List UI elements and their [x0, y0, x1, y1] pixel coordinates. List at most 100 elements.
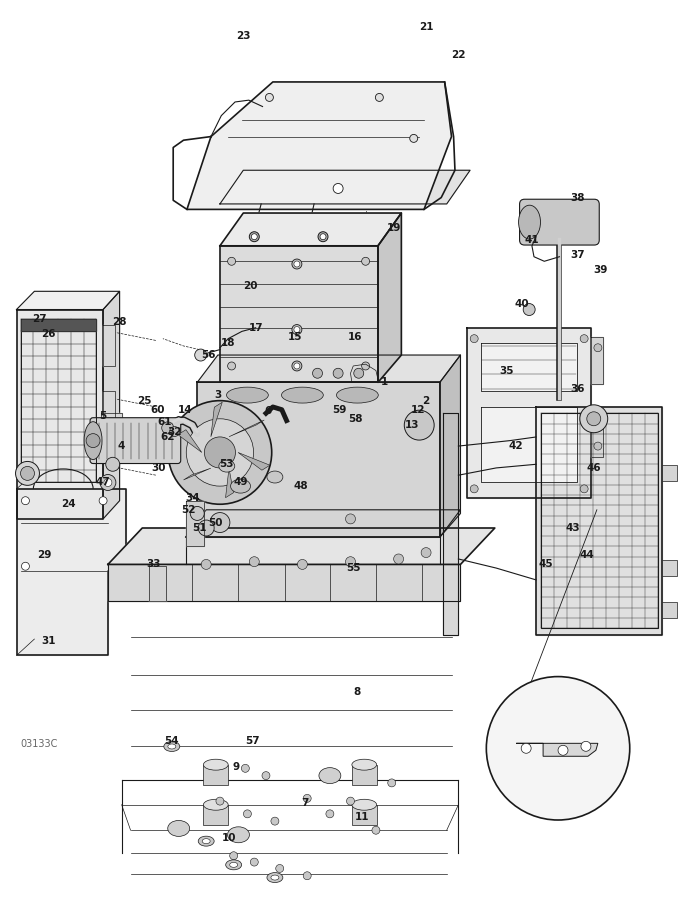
Circle shape — [21, 562, 30, 570]
Circle shape — [161, 422, 174, 434]
Polygon shape — [184, 468, 211, 480]
Text: 4: 4 — [118, 441, 126, 452]
Text: 40: 40 — [515, 299, 530, 309]
Polygon shape — [186, 510, 460, 537]
Text: 16: 16 — [348, 332, 362, 342]
Polygon shape — [220, 170, 470, 204]
Text: 48: 48 — [293, 481, 308, 491]
Circle shape — [106, 457, 119, 472]
Text: 14: 14 — [178, 405, 193, 415]
Circle shape — [421, 547, 431, 558]
Ellipse shape — [282, 388, 324, 403]
Circle shape — [594, 442, 602, 450]
Circle shape — [241, 764, 249, 772]
Text: 51: 51 — [192, 523, 206, 533]
Circle shape — [249, 557, 259, 567]
Circle shape — [333, 368, 343, 378]
Polygon shape — [378, 213, 402, 382]
Ellipse shape — [230, 479, 250, 493]
Text: 32: 32 — [167, 427, 182, 437]
Text: 18: 18 — [221, 338, 235, 348]
Text: 45: 45 — [538, 559, 553, 569]
Polygon shape — [442, 413, 458, 634]
Circle shape — [21, 496, 30, 505]
Circle shape — [228, 258, 235, 265]
Circle shape — [271, 817, 279, 825]
Bar — [352, 804, 377, 824]
Circle shape — [86, 433, 100, 448]
Polygon shape — [101, 413, 121, 448]
Circle shape — [486, 676, 630, 820]
Circle shape — [250, 858, 258, 866]
Text: 03133C: 03133C — [21, 739, 58, 749]
Circle shape — [99, 496, 107, 505]
Polygon shape — [238, 452, 270, 470]
Text: 12: 12 — [411, 405, 426, 415]
Polygon shape — [108, 528, 495, 565]
Polygon shape — [516, 743, 598, 756]
Ellipse shape — [319, 768, 341, 783]
Polygon shape — [108, 565, 460, 600]
Polygon shape — [17, 489, 126, 655]
FancyBboxPatch shape — [520, 199, 599, 245]
Text: 1: 1 — [382, 377, 388, 388]
Polygon shape — [187, 82, 451, 209]
Text: 24: 24 — [61, 499, 76, 509]
Text: 41: 41 — [524, 235, 540, 245]
Bar — [662, 602, 678, 618]
Polygon shape — [17, 292, 119, 310]
Text: 13: 13 — [405, 420, 420, 430]
Ellipse shape — [202, 839, 210, 844]
Circle shape — [581, 741, 591, 751]
Circle shape — [198, 520, 214, 536]
Circle shape — [216, 797, 224, 805]
Text: 6: 6 — [264, 407, 272, 417]
Text: 31: 31 — [41, 636, 55, 646]
Polygon shape — [178, 430, 201, 452]
Circle shape — [251, 234, 257, 239]
Text: 11: 11 — [355, 812, 369, 822]
Ellipse shape — [228, 827, 250, 843]
Bar — [21, 319, 96, 483]
Ellipse shape — [219, 460, 235, 472]
Circle shape — [190, 506, 204, 520]
Circle shape — [292, 324, 302, 335]
Polygon shape — [226, 468, 233, 498]
Text: 49: 49 — [233, 477, 248, 487]
Polygon shape — [220, 246, 378, 382]
Text: 7: 7 — [302, 798, 309, 808]
Polygon shape — [17, 310, 103, 519]
Circle shape — [195, 349, 207, 361]
Text: 52: 52 — [181, 505, 195, 515]
Circle shape — [313, 368, 322, 378]
Text: 54: 54 — [164, 736, 179, 746]
Text: 3: 3 — [214, 390, 221, 400]
Circle shape — [521, 743, 531, 753]
Text: 38: 38 — [570, 193, 584, 203]
Ellipse shape — [267, 873, 283, 883]
Circle shape — [201, 559, 211, 569]
Text: 30: 30 — [151, 462, 166, 473]
Bar — [204, 765, 228, 785]
Circle shape — [580, 485, 588, 493]
Circle shape — [404, 410, 434, 440]
Circle shape — [580, 335, 588, 343]
Text: 61: 61 — [158, 418, 172, 428]
Ellipse shape — [230, 862, 237, 867]
Text: 33: 33 — [147, 559, 161, 569]
Bar — [662, 465, 678, 482]
Polygon shape — [440, 355, 460, 537]
Text: 35: 35 — [500, 366, 514, 376]
Text: 5: 5 — [99, 411, 107, 421]
Ellipse shape — [519, 206, 540, 239]
Circle shape — [104, 479, 112, 486]
Text: 25: 25 — [137, 396, 152, 406]
Ellipse shape — [226, 860, 241, 870]
Polygon shape — [197, 355, 460, 382]
Bar — [541, 413, 658, 628]
Text: 26: 26 — [41, 329, 55, 339]
Circle shape — [388, 779, 396, 787]
Circle shape — [333, 184, 343, 194]
Ellipse shape — [226, 388, 268, 403]
Bar — [662, 560, 678, 576]
